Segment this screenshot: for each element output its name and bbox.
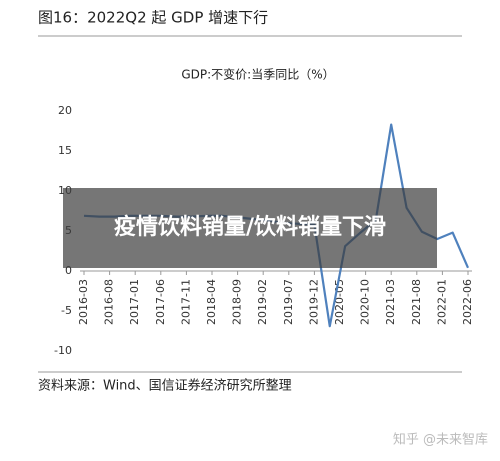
x-tick-label: 2018-04 xyxy=(205,279,218,325)
y-tick-label: -5 xyxy=(61,304,72,317)
y-tick-label: 15 xyxy=(58,144,72,157)
x-tick-label: 2019-07 xyxy=(282,279,295,325)
x-tick-label: 2019-02 xyxy=(256,279,269,325)
x-tick-label: 2017-06 xyxy=(154,279,167,325)
source: 资料来源：Wind、国信证券经济研究所整理 xyxy=(38,378,292,394)
y-tick-label: 0 xyxy=(65,264,72,277)
x-tick-label: 2016-08 xyxy=(103,279,116,325)
x-tick-label: 2018-09 xyxy=(231,279,244,325)
y-tick-label: 20 xyxy=(58,104,72,117)
chart-title: GDP:不变价:当季同比（%） xyxy=(181,67,334,82)
x-tick-label: 2022-06 xyxy=(461,279,474,325)
figure-title: 图16：2022Q2 起 GDP 增速下行 xyxy=(38,9,268,27)
x-tick-label: 2016-03 xyxy=(77,279,90,325)
overlay-text: 疫情饮料销量/饮料销量下滑 xyxy=(113,215,387,240)
overlay: 疫情饮料销量/饮料销量下滑 xyxy=(113,215,387,240)
x-tick-label: 2021-08 xyxy=(410,279,423,325)
x-tick-label: 2017-11 xyxy=(179,279,192,325)
overlay-banner xyxy=(63,188,437,268)
x-tick-label: 2019-12 xyxy=(307,279,320,325)
x-tick-label: 2017-01 xyxy=(128,279,141,325)
watermark: 知乎 @未来智库 xyxy=(393,432,488,448)
x-tick-label: 2020-10 xyxy=(359,279,372,325)
y-tick-label: -10 xyxy=(54,344,72,357)
x-tick-label: 2021-03 xyxy=(384,279,397,325)
x-tick-label: 2022-01 xyxy=(435,279,448,325)
